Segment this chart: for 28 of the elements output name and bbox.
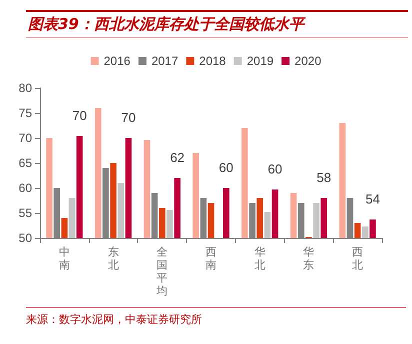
- y-tick-label: 80: [18, 81, 32, 95]
- y-tick-label: 65: [18, 156, 32, 170]
- data-label: 60: [218, 160, 234, 175]
- data-label: 70: [121, 110, 136, 125]
- source-note: 来源：数字水泥网，中泰证券研究所: [26, 307, 406, 327]
- x-tick-label: 全国平均: [156, 246, 168, 298]
- data-label: 70: [72, 108, 87, 123]
- legend-label: 2017: [151, 54, 178, 68]
- data-label: 54: [366, 192, 380, 206]
- legend-label: 2018: [199, 54, 226, 68]
- data-label: 62: [170, 150, 185, 165]
- legend-label: 2019: [246, 54, 274, 68]
- legend-label: 2020: [294, 54, 322, 68]
- y-tick-label: 60: [18, 181, 32, 195]
- x-tick-label: 华北: [254, 246, 266, 272]
- x-tick-label: 西北: [352, 246, 364, 272]
- y-tick-label: 70: [18, 131, 32, 145]
- legend-label: 2016: [104, 54, 131, 68]
- y-tick-label: 55: [18, 206, 32, 220]
- y-tick-label: 50: [18, 231, 32, 245]
- x-tick-label: 中南: [58, 246, 70, 272]
- x-tick-label: 华东: [303, 246, 314, 272]
- data-label: 58: [316, 170, 332, 185]
- x-tick-label: 西南: [206, 246, 216, 272]
- y-tick-label: 75: [18, 106, 32, 120]
- x-tick-label: 东北: [108, 246, 119, 272]
- data-label: 60: [268, 162, 282, 176]
- chart-title: 图表39：西北水泥库存处于全国较低水平: [26, 10, 408, 38]
